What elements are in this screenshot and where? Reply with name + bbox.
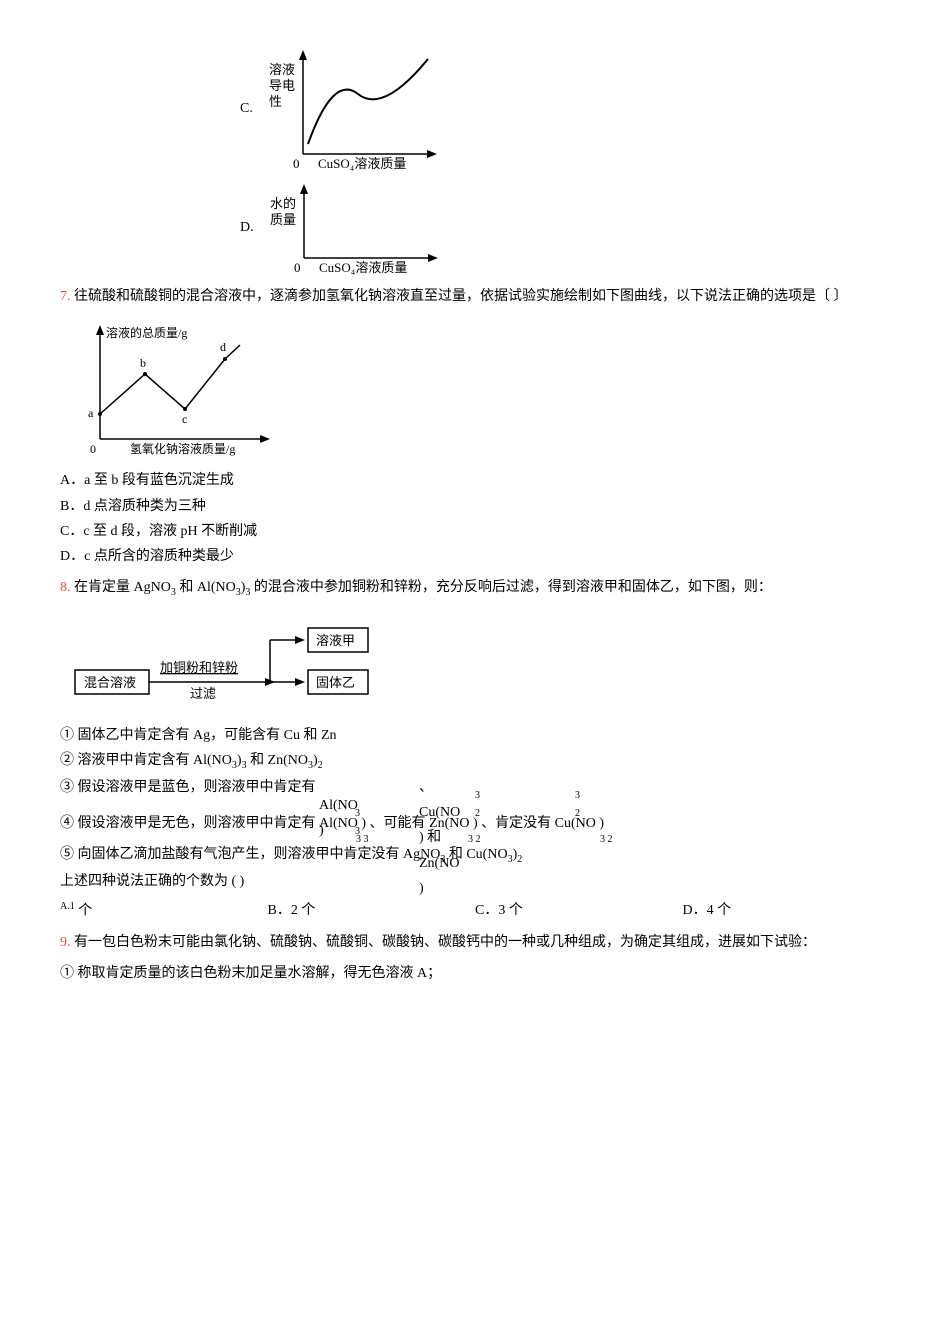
svg-text:CuSO₄溶液质量: CuSO₄溶液质量 xyxy=(319,260,407,275)
svg-text:c: c xyxy=(182,412,187,426)
q8-num: 8. xyxy=(60,580,71,595)
svg-text:溶液的总质量/g: 溶液的总质量/g xyxy=(106,325,187,340)
q7-opt-d: D．c 点所含的溶质种类最少 xyxy=(60,544,890,569)
q8-opt-b: B．2 个 xyxy=(268,898,476,924)
q8-tail: 上述四种说法正确的个数为 ( ) xyxy=(60,869,890,894)
svg-text:水的: 水的 xyxy=(270,196,296,211)
option-c-row: C. 溶液 导电 性 0 CuSO₄溶液质量 xyxy=(240,44,890,174)
option-d-row: D. 水的 质量 0 CuSO₄溶液质量 xyxy=(240,178,890,278)
svg-text:过滤: 过滤 xyxy=(190,686,216,701)
option-d-chart: 水的 质量 0 CuSO₄溶液质量 xyxy=(264,178,444,278)
q8-opt-d: D．4 个 xyxy=(683,898,891,924)
q8-opt-c: C．3 个 xyxy=(475,898,683,924)
svg-text:0: 0 xyxy=(294,260,301,275)
svg-text:质量: 质量 xyxy=(270,212,296,227)
option-c-letter: C. xyxy=(240,96,253,121)
q7-chart-wrap: a b c d 溶液的总质量/g 0 氢氧化钠溶液质量/g xyxy=(70,319,890,468)
q9-s1: ① 称取肯定质量的该白色粉末加足量水溶解，得无色溶液 A； xyxy=(60,961,890,986)
q8-t2: 和 Al(NO xyxy=(176,580,236,595)
svg-text:导电: 导电 xyxy=(269,78,295,93)
q7-opt-c: C．c 至 d 段，溶液 pH 不断削减 xyxy=(60,519,890,544)
q8-s3: ③ 假设溶液甲是蓝色，则溶液甲中肯定有 Al(NO ) 3 3 、Cu(NO )… xyxy=(60,775,890,811)
q7-opt-b: B．d 点溶质种类为三种 xyxy=(60,494,890,519)
svg-text:混合溶液: 混合溶液 xyxy=(84,675,136,690)
q8-line: 8. 在肯定量 AgNO3 和 Al(NO3)3 的混合液中参加铜粉和锌粉，充分… xyxy=(60,575,890,602)
option-c-chart: 溶液 导电 性 0 CuSO₄溶液质量 xyxy=(263,44,443,174)
q7-opt-a: A．a 至 b 段有蓝色沉淀生成 xyxy=(60,468,890,493)
q7-num: 7. xyxy=(60,289,71,304)
q8-s4: ④ 假设溶液甲是无色，则溶液甲中肯定有 Al(NO ) 、可能有 Zn(NO )… xyxy=(60,811,890,836)
q8-t1: 在肯定量 AgNO xyxy=(74,580,171,595)
svg-text:0: 0 xyxy=(90,442,96,456)
q8-options: A.1 个 B．2 个 C．3 个 D．4 个 xyxy=(60,898,890,924)
svg-text:固体乙: 固体乙 xyxy=(316,675,355,690)
svg-text:CuSO₄溶液质量: CuSO₄溶液质量 xyxy=(318,156,406,171)
svg-text:0: 0 xyxy=(293,156,300,171)
q8-opt-a: A.1 个 xyxy=(60,898,268,924)
q8-diagram: 混合溶液 加铜粉和锌粉 过滤 溶液甲 固体乙 xyxy=(70,620,380,710)
q9-line: 9. 有一包白色粉末可能由氯化钠、硫酸钠、硫酸铜、碳酸钠、碳酸钙中的一种或几种组… xyxy=(60,930,890,955)
q8-s2: ② 溶液甲中肯定含有 Al(NO3)3 和 Zn(NO3)2 xyxy=(60,748,890,775)
svg-text:性: 性 xyxy=(269,94,282,109)
svg-text:b: b xyxy=(140,356,146,370)
q7-line: 7. 往硫酸和硫酸铜的混合溶液中，逐滴参加氢氧化钠溶液直至过量，依据试验实施绘制… xyxy=(60,284,890,309)
q8-diagram-wrap: 混合溶液 加铜粉和锌粉 过滤 溶液甲 固体乙 xyxy=(70,620,890,719)
option-d-letter: D. xyxy=(240,215,254,240)
svg-text:溶液甲: 溶液甲 xyxy=(316,633,355,648)
svg-text:加铜粉和锌粉: 加铜粉和锌粉 xyxy=(160,660,238,675)
svg-text:a: a xyxy=(88,406,94,420)
svg-text:氢氧化钠溶液质量/g: 氢氧化钠溶液质量/g xyxy=(130,441,235,456)
q9-text: 有一包白色粉末可能由氯化钠、硫酸钠、硫酸铜、碳酸钠、碳酸钙中的一种或几种组成，为… xyxy=(74,935,816,950)
q7-chart: a b c d 溶液的总质量/g 0 氢氧化钠溶液质量/g xyxy=(70,319,280,459)
svg-text:d: d xyxy=(220,340,226,354)
q7-text: 往硫酸和硫酸铜的混合溶液中，逐滴参加氢氧化钠溶液直至过量，依据试验实施绘制如下图… xyxy=(74,289,848,304)
svg-text:溶液: 溶液 xyxy=(269,62,295,77)
q8-t3: 的混合液中参加铜粉和锌粉，充分反响后过滤，得到溶液甲和固体乙，如下图，则： xyxy=(250,580,772,595)
q9-num: 9. xyxy=(60,935,71,950)
q8-s1: ① 固体乙中肯定含有 Ag，可能含有 Cu 和 Zn xyxy=(60,723,890,748)
